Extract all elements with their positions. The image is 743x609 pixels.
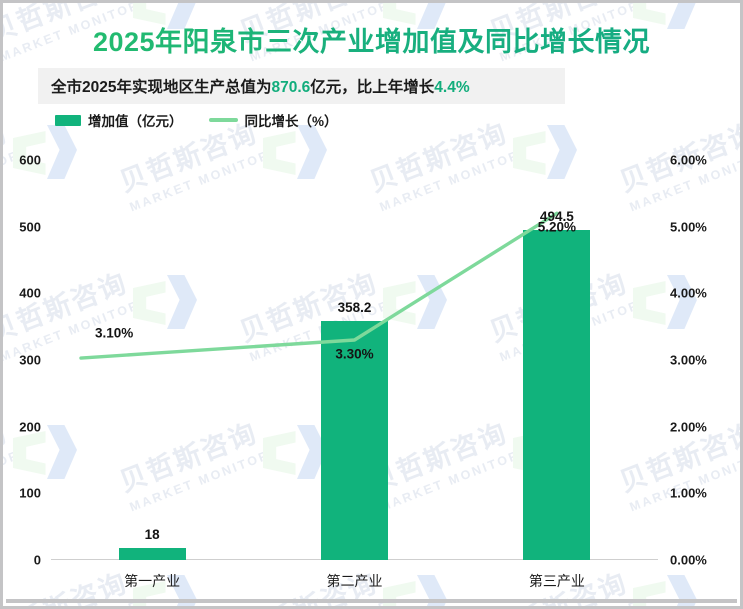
y-axis-right-tick-label: 1.00%	[670, 485, 707, 501]
y-axis-right-tick-label: 2.00%	[670, 419, 707, 435]
legend-item-line[interactable]: 同比增长（%）	[208, 110, 338, 130]
bar-2[interactable]	[321, 321, 388, 560]
subtitle-gdp-value: 870.6	[271, 79, 311, 96]
subtitle-banner: 全市2025年实现地区生产总值为870.6亿元，比上年增长4.4%	[38, 68, 565, 104]
legend-line-label: 同比增长（%）	[244, 114, 338, 129]
bottom-rule	[6, 599, 737, 603]
x-axis: 第一产业 第二产业 第三产业	[51, 566, 658, 596]
plot-area: 600 6.00% 500 5.00% 400 4.00% 300 3.00% 200 2.00%…	[19, 153, 707, 568]
growth-line-series	[79, 211, 559, 360]
watermark-chevron-icon	[667, 275, 697, 329]
chart-legend: 增加值（亿元） 同比增长（%）	[55, 110, 338, 130]
growth-value-label-2: 3.30%	[335, 346, 374, 362]
bar-3[interactable]	[523, 230, 591, 560]
y-axis-right-tick-label: 4.00%	[670, 285, 707, 301]
bar-value-label-2: 358.2	[337, 300, 372, 316]
y-axis-left-tick-label: 300	[19, 352, 41, 368]
growth-line-path	[79, 211, 559, 360]
y-axis-left-tick-label: 0	[33, 552, 41, 568]
y-axis-left-tick-label: 600	[19, 152, 41, 168]
x-axis-label-2: 第二产业	[326, 575, 383, 590]
x-axis-label-1: 第一产业	[124, 575, 181, 590]
y-axis-left-tick-label: 200	[19, 419, 41, 435]
y-axis-left-tick-label: 400	[19, 285, 41, 301]
y-axis-right-tick-label: 0.00%	[670, 552, 707, 568]
growth-value-label-1: 3.10%	[95, 325, 134, 341]
y-axis-right-tick-label: 6.00%	[670, 152, 707, 168]
y-axis-left-tick-label: 100	[19, 485, 41, 501]
legend-bar-label: 增加值（亿元）	[88, 114, 183, 129]
subtitle-text: 全市2025年实现地区生产总值为870.6亿元，比上年增长4.4%	[51, 75, 470, 97]
y-axis-left-tick-label: 500	[19, 219, 41, 235]
legend-line-swatch-icon	[208, 118, 238, 122]
x-axis-label-3: 第三产业	[528, 575, 585, 590]
page-title: 2025年阳泉市三次产业增加值及同比增长情况	[3, 20, 740, 59]
legend-item-bar[interactable]: 增加值（亿元）	[55, 110, 183, 130]
y-axis-right-tick-label: 3.00%	[670, 352, 707, 368]
bar-value-label-1: 18	[144, 527, 160, 542]
subtitle-growth-value: 4.4%	[434, 79, 470, 96]
bar-1[interactable]	[118, 548, 186, 560]
subtitle-middle: 亿元，比上年增长	[310, 79, 435, 96]
legend-bar-swatch-icon	[55, 114, 81, 126]
bar-value-label-3: 494.5	[539, 209, 574, 225]
growth-value-label-3: 5.20%	[537, 219, 576, 235]
subtitle-prefix: 全市2025年实现地区生产总值为	[51, 79, 272, 96]
y-axis-right-tick-label: 5.00%	[670, 219, 707, 235]
